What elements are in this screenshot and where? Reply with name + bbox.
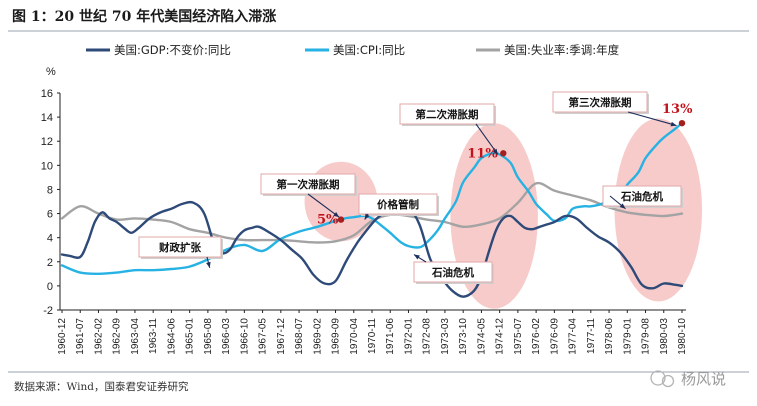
- x-tick-label: 1960-12: [57, 318, 68, 355]
- callout-oil-crisis-2-box: [602, 185, 682, 207]
- legend-label-gdp: 美国:GDP:不变价:同比: [114, 43, 231, 57]
- legend-label-unemployment: 美国:失业率:季调:年度: [504, 43, 620, 57]
- callout-first-arrow: [307, 193, 340, 218]
- callout-fiscal-expansion: 财政扩张: [138, 236, 223, 259]
- chat-bubble-icon: [650, 370, 666, 386]
- callout-first-stagflation: 第一次滞胀期: [260, 173, 357, 196]
- x-tick-label: 1968-07: [294, 318, 305, 355]
- x-tick-label: 1970-04: [349, 318, 360, 355]
- x-tick-label: 1974-05: [476, 318, 487, 355]
- x-tick-label: 1966-10: [239, 318, 250, 355]
- callout-third-stagflation-text: 第三次滞胀期: [569, 96, 632, 109]
- peak-label-1: 5%: [317, 213, 339, 228]
- legend-label-cpi: 美国:CPI:同比: [333, 43, 405, 57]
- callout-fiscal-expansion-text: 财政扩张: [158, 241, 201, 254]
- x-tick-label: 1975-07: [513, 318, 524, 355]
- x-tick-label: 1965-01: [185, 318, 196, 355]
- watermark-text: 杨风说: [681, 370, 726, 388]
- callout-second-stagflation-box: [399, 103, 495, 125]
- x-tick-label: 1962-09: [112, 318, 123, 355]
- x-tick-label: 1965-08: [203, 318, 214, 355]
- callout-oil-crisis-1-text: 石油危机: [431, 266, 474, 279]
- x-tick-label: 1972-01: [403, 318, 414, 355]
- x-tick-label: 1964-06: [166, 318, 177, 355]
- x-tick-label: 1973-03: [440, 318, 451, 355]
- x-tick-label: 1980-10: [677, 318, 688, 355]
- callout-second-arrow-head: [492, 148, 498, 155]
- x-tick-label: 1979-01: [622, 318, 633, 355]
- y-tick-label: 16: [41, 88, 53, 100]
- stagflation-highlight-3: [614, 118, 703, 302]
- callout-third-stagflation: 第三次滞胀期: [552, 91, 649, 114]
- callout-second-stagflation: 第二次滞胀期: [399, 103, 496, 126]
- chat-bubble-icon-small: [661, 374, 675, 388]
- y-tick-label: 2: [47, 257, 53, 269]
- x-tick-label: 1969-02: [312, 318, 323, 355]
- peak-label-3: 13%: [662, 102, 693, 117]
- x-tick-label: 1977-04: [568, 318, 579, 355]
- annotation-layer: 5%11%13%第一次滞胀期第二次滞胀期第三次滞胀期财政扩张价格管制石油危机石油…: [138, 91, 693, 284]
- peak-label-2: 11%: [467, 146, 498, 161]
- callout-fiscal-arrow-head: [206, 261, 211, 268]
- peak-marker-1: [337, 216, 345, 223]
- y-tick-label: 8: [47, 184, 53, 196]
- y-tick-label: 10: [41, 160, 53, 172]
- callout-price-control-text: 价格管制: [377, 198, 419, 211]
- x-tick-label: 1973-10: [458, 318, 469, 355]
- x-tick-label: 1963-11: [148, 318, 159, 354]
- callout-price-control-box: [358, 193, 438, 215]
- callout-price-arrow-head: [364, 213, 370, 220]
- axes: -2 0 2 4 6 8 10 12 14 16 1960-12 1961-07 1962-02 1962…: [41, 88, 688, 355]
- y-tick-label: 4: [47, 233, 53, 245]
- callout-oil1-arrow-head: [413, 254, 420, 260]
- callout-first-stagflation-text: 第一次滞胀期: [277, 178, 340, 191]
- y-tick-label: 0: [47, 281, 53, 293]
- y-tick-label: 6: [47, 209, 53, 221]
- x-tick-label: 1969-09: [331, 318, 342, 355]
- x-tick-label: 1967-12: [276, 318, 287, 355]
- x-tick-label: 1974-12: [495, 318, 506, 355]
- series-gdp-line: [60, 200, 684, 298]
- x-tick-label: 1962-02: [93, 318, 104, 355]
- callout-third-stagflation-box: [552, 91, 648, 113]
- callout-first-arrow-head: [333, 212, 340, 218]
- callout-fiscal-expansion-box: [138, 236, 222, 258]
- x-tick-label: 1971-06: [385, 318, 396, 355]
- callout-third-arrow-head: [670, 121, 677, 127]
- chart-title: 图 1：20 世纪 70 年代美国经济陷入滞涨: [12, 8, 276, 25]
- x-tick-label: 1961-07: [75, 318, 86, 355]
- callout-second-arrow: [475, 123, 499, 155]
- callout-oil-crisis-2-text: 石油危机: [620, 190, 663, 203]
- x-tick-label: 1976-09: [549, 318, 560, 355]
- x-tick-label: 1967-05: [258, 318, 269, 355]
- peak-marker-3: [678, 119, 686, 127]
- y-tick-label: -2: [43, 305, 53, 317]
- y-tick-label: 12: [41, 136, 53, 148]
- callout-third-arrow: [627, 111, 677, 127]
- legend: 美国:GDP:不变价:同比 美国:CPI:同比 美国:失业率:季调:年度: [86, 43, 620, 57]
- x-tick-label: 1979-08: [641, 318, 652, 355]
- y-axis-unit: %: [46, 66, 56, 78]
- x-tick-label: 1978-06: [604, 318, 615, 355]
- series-unemployment-line: [60, 181, 684, 244]
- x-tick-label: 1977-11: [586, 318, 597, 354]
- x-tick-label: 1980-03: [659, 318, 670, 355]
- source-note: 数据来源：Wind，国泰君安证券研究: [14, 380, 189, 393]
- y-tick-label: 14: [41, 112, 53, 124]
- callout-oil-crisis-1-box: [413, 261, 493, 283]
- callout-oil-crisis-2: 石油危机: [602, 185, 683, 208]
- x-tick-label: 1963-04: [130, 318, 141, 355]
- callout-second-stagflation-text: 第二次滞胀期: [416, 108, 479, 121]
- x-tick-label: 1966-03: [221, 318, 232, 355]
- peak-marker-2: [500, 150, 507, 157]
- callout-oil2-arrow-head: [619, 203, 626, 209]
- watermark: 杨风说: [650, 370, 726, 388]
- x-tick-label: 1976-02: [531, 318, 542, 355]
- callout-oil-crisis-1: 石油危机: [413, 261, 494, 284]
- callout-price-control: 价格管制: [358, 193, 439, 216]
- x-tick-label: 1970-11: [367, 318, 378, 354]
- x-tick-label: 1972-08: [422, 318, 433, 355]
